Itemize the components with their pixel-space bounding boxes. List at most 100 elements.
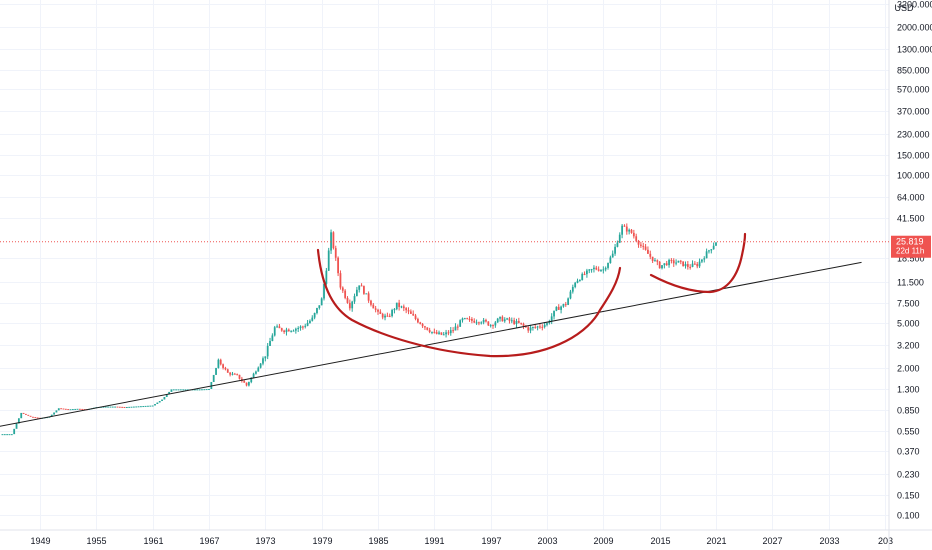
candle-body (454, 326, 457, 331)
candle-body (684, 264, 687, 267)
candle-body (311, 317, 314, 321)
time-tick-label: 1949 (30, 536, 50, 546)
candle-body (25, 413, 27, 415)
candle-body (529, 327, 532, 331)
candle-body (510, 320, 513, 322)
candle-body (616, 242, 619, 247)
candle-body (17, 418, 20, 424)
candle-body (597, 269, 600, 271)
candle-body (419, 322, 422, 324)
candle-body (421, 323, 424, 327)
trend-line[interactable] (0, 261, 862, 439)
candle-body (168, 391, 170, 395)
candle-body (316, 308, 318, 313)
candle-body (294, 328, 297, 331)
candle-body (252, 373, 255, 378)
handle-annotation-curve[interactable] (649, 232, 747, 294)
candle-body (269, 341, 271, 346)
candle-body (144, 405, 147, 407)
candle-body (564, 304, 567, 306)
candle-body (130, 406, 133, 408)
candle-body (550, 316, 553, 322)
candle-body (473, 320, 476, 323)
candle-body (571, 286, 574, 292)
candle-body (217, 359, 220, 368)
candle-body (69, 409, 72, 411)
candle-body (29, 415, 32, 417)
time-tick-label: 1991 (424, 536, 444, 546)
price-tick-label: 100.000 (897, 171, 930, 181)
candle-body (299, 326, 302, 329)
currency-label: USD (894, 3, 914, 13)
price-tick-label: 11.500 (897, 278, 924, 288)
candle-body (196, 389, 199, 391)
candle-body (698, 261, 701, 267)
candle-body (170, 389, 173, 392)
candle-body (461, 318, 464, 321)
candle-body (205, 389, 208, 391)
price-axis[interactable]: 3200.000 2000.000 1300.000 850.000 570.000 37… (897, 0, 932, 521)
candle-body (522, 323, 525, 326)
candle-body (363, 286, 365, 294)
candle-body (503, 319, 506, 322)
candle-body (548, 321, 551, 324)
price-tick-label: 0.370 (897, 447, 920, 457)
time-tick-label: 2027 (762, 536, 782, 546)
candle-body (151, 405, 154, 407)
candle-body (534, 326, 537, 328)
candle-body (567, 298, 570, 305)
candle-body (395, 302, 398, 310)
candle-body (334, 248, 337, 258)
candle-body (647, 249, 649, 254)
candle-body (226, 369, 229, 373)
candle-body (179, 389, 182, 391)
candle-body (259, 363, 262, 368)
candle-body (586, 270, 588, 275)
candle-body (81, 408, 84, 410)
candle-body (686, 264, 689, 267)
candle-body (248, 382, 250, 386)
time-axis[interactable]: 1949 1955 1961 1967 1973 1979 1985 1991 1997 2003… (30, 536, 893, 546)
candle-body (125, 406, 128, 408)
candle-body (536, 326, 539, 328)
candle-body (679, 260, 682, 262)
candle-body (118, 406, 121, 408)
candle-body (409, 311, 412, 314)
candle-body (309, 320, 311, 323)
cup-annotation-curve[interactable] (316, 248, 622, 358)
candle-body (388, 315, 391, 317)
candle-body (670, 259, 673, 261)
candle-body (374, 308, 377, 310)
candle-body (330, 232, 332, 251)
candle-body (696, 264, 699, 267)
candle-body (27, 414, 30, 416)
candle-body (452, 330, 455, 332)
candle-body (393, 309, 396, 311)
candle-body (560, 306, 562, 310)
candle-body (3, 434, 6, 436)
candle-body (210, 381, 213, 389)
candle-body (600, 269, 602, 271)
time-tick-label: 2021 (706, 536, 726, 546)
drawings[interactable] (0, 232, 862, 439)
candles (1, 223, 717, 436)
candle-body (494, 322, 497, 326)
candle-body (290, 330, 293, 332)
price-tick-label: 7.500 (897, 299, 920, 309)
candle-body (440, 332, 443, 335)
candle-body (520, 322, 523, 324)
last-price-badge[interactable]: 25.819 22d 11h (891, 235, 931, 258)
candle-body (642, 245, 645, 247)
candle-body (701, 259, 703, 262)
candle-body (36, 417, 39, 419)
candle-body (574, 282, 577, 287)
candle-body (442, 334, 445, 336)
candle-body (177, 389, 180, 391)
candle-body (708, 250, 710, 252)
candle-body (637, 240, 640, 245)
candle-body (381, 313, 384, 318)
candle-body (222, 364, 224, 368)
candle-body (158, 401, 161, 403)
candle-body (658, 261, 661, 269)
